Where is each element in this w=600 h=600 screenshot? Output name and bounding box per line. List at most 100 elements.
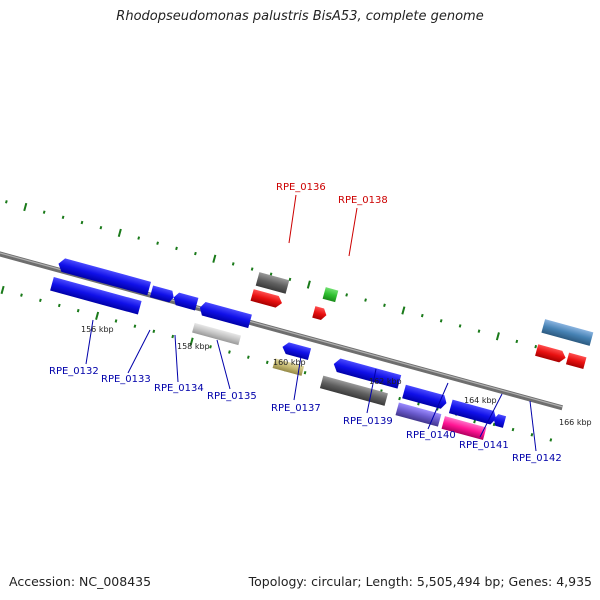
leader-rpe-0135: [216, 339, 231, 390]
lower-ring-tick: [530, 433, 534, 437]
upper-ring-tick: [383, 303, 386, 307]
upper-ring-tick: [194, 251, 197, 256]
lower-ring-tick: [133, 324, 137, 328]
leader-rpe-0136: [288, 194, 297, 244]
backbone-highlight: [0, 229, 563, 408]
label-rpe-0138[interactable]: RPE_0138: [338, 195, 388, 206]
lower-ring-tick: [209, 345, 212, 349]
leader-rpe-0137: [293, 355, 302, 401]
gene-rpe-0139-b[interactable]: [319, 375, 388, 406]
lower-ring-tick: [114, 319, 118, 323]
upper-ring-tick: [420, 313, 424, 318]
lower-ring-tick: [171, 334, 175, 339]
lower-ring-tick: [0, 285, 5, 295]
leader-rpe-0134: [174, 334, 179, 383]
upper-ring-tick: [156, 241, 159, 245]
lower-ring-tick: [511, 427, 515, 432]
gene-labels: RPE_0132 RPE_0133 RPE_0134 RPE_0135 RPE_…: [49, 182, 562, 464]
genome-summary: Topology: circular; Length: 5,505,494 bp…: [248, 574, 592, 589]
rna-rpe-0136[interactable]: [250, 289, 284, 309]
upper-ring-tick: [137, 236, 141, 240]
gene-rpe-0136[interactable]: [255, 272, 290, 294]
kbp-label-158: 158 kbp: [177, 342, 210, 351]
rna-rpe-0138[interactable]: [312, 306, 328, 321]
leader-rpe-0139: [366, 368, 377, 414]
upper-ring-tick: [458, 324, 462, 328]
kbp-label-164: 164 kbp: [464, 396, 497, 405]
lower-ring-tick: [265, 360, 269, 365]
gene-rpe-0140-a[interactable]: [402, 384, 448, 410]
map-title: Rhodopseudomonas palustris BisA53, compl…: [116, 9, 484, 24]
gene-rpe-0140-b[interactable]: [395, 402, 442, 427]
label-rpe-0137[interactable]: RPE_0137: [271, 403, 321, 414]
gene-rpe-0142[interactable]: [492, 413, 507, 428]
gene-rpe-0135-b[interactable]: [192, 322, 242, 346]
lower-ring-tick: [398, 396, 401, 401]
leader-rpe-0140: [427, 382, 449, 430]
lower-ring-tick: [95, 311, 100, 320]
upper-ring-tick: [23, 202, 28, 212]
backbone-line: [0, 228, 563, 411]
upper-ring-tick: [5, 200, 8, 204]
label-rpe-0139[interactable]: RPE_0139: [343, 416, 393, 427]
lower-ring-tick: [20, 293, 23, 297]
kbp-label-156: 156 kbp: [81, 325, 114, 334]
lower-ring-tick: [228, 350, 231, 354]
gene-rpe-0135-a[interactable]: [198, 301, 252, 329]
forward-strand-features: [255, 272, 594, 346]
label-rpe-0141[interactable]: RPE_0141: [459, 440, 509, 451]
label-rpe-0133[interactable]: RPE_0133: [101, 374, 151, 385]
lower-ring-tick: [57, 303, 61, 308]
upper-ring-tick: [42, 210, 46, 214]
leader-rpe-0141: [479, 393, 503, 438]
label-rpe-0134[interactable]: RPE_0134: [154, 383, 204, 394]
label-rpe-0142[interactable]: RPE_0142: [512, 453, 562, 464]
upper-ring-tick: [534, 344, 538, 349]
leader-rpe-0138: [348, 207, 358, 257]
lower-ring-tick: [39, 298, 42, 303]
upper-ring-tick: [99, 225, 103, 230]
gene-rpe-0141-b[interactable]: [441, 416, 487, 441]
upper-ring-tick: [117, 228, 122, 237]
leader-lines: [85, 194, 537, 452]
gene-rpe-0138[interactable]: [322, 287, 339, 303]
lower-ring-tick: [246, 355, 250, 359]
upper-ring-tick: [212, 254, 217, 263]
gene-rpe-0137-a[interactable]: [281, 341, 312, 361]
upper-ring-tick: [495, 332, 500, 341]
leader-rpe-0132: [85, 319, 94, 365]
leader-rpe-0133: [127, 329, 151, 374]
accession-label: Accession: NC_008435: [9, 574, 152, 589]
kbp-labels: 156 kbp 158 kbp 160 kbp 162 kbp 164 kbp …: [81, 325, 592, 427]
gene-rpe-0133-a[interactable]: [57, 257, 151, 296]
label-rpe-0140[interactable]: RPE_0140: [406, 430, 456, 441]
gene-rpe-0133-b[interactable]: [50, 277, 142, 315]
upper-ring-tick: [306, 280, 311, 289]
upper-ring-tick: [61, 215, 65, 220]
gene-rpe-0137-b[interactable]: [272, 358, 305, 376]
label-rpe-0136[interactable]: RPE_0136: [276, 182, 326, 193]
gene-rpe-0134-b[interactable]: [172, 292, 199, 311]
gene-rpe-0139-a[interactable]: [332, 357, 402, 389]
kbp-label-166: 166 kbp: [559, 418, 592, 427]
upper-ring-tick: [401, 306, 406, 315]
label-rpe-0132[interactable]: RPE_0132: [49, 366, 99, 377]
gene-rpe-0168-fwd[interactable]: [541, 319, 594, 346]
gene-rpe-0141-a[interactable]: [448, 399, 498, 426]
upper-ring-tick: [231, 262, 235, 266]
leader-rpe-0142: [529, 400, 537, 452]
upper-ring-tick: [364, 298, 367, 302]
rna-rpe-0170[interactable]: [565, 352, 587, 369]
kbp-label-160: 160 kbp: [273, 358, 306, 367]
upper-ring-tick: [175, 246, 178, 251]
upper-ring-tick: [439, 319, 443, 323]
lower-ring-tick: [549, 438, 553, 442]
label-rpe-0135[interactable]: RPE_0135: [207, 391, 257, 402]
lower-ring-tick: [303, 370, 307, 375]
reverse-strand-features: [50, 257, 587, 441]
gene-rpe-0134-a[interactable]: [149, 285, 175, 304]
upper-ring-tick: [477, 329, 481, 333]
upper-ring-tick: [80, 220, 84, 225]
rna-rpe-0169[interactable]: [535, 344, 567, 363]
